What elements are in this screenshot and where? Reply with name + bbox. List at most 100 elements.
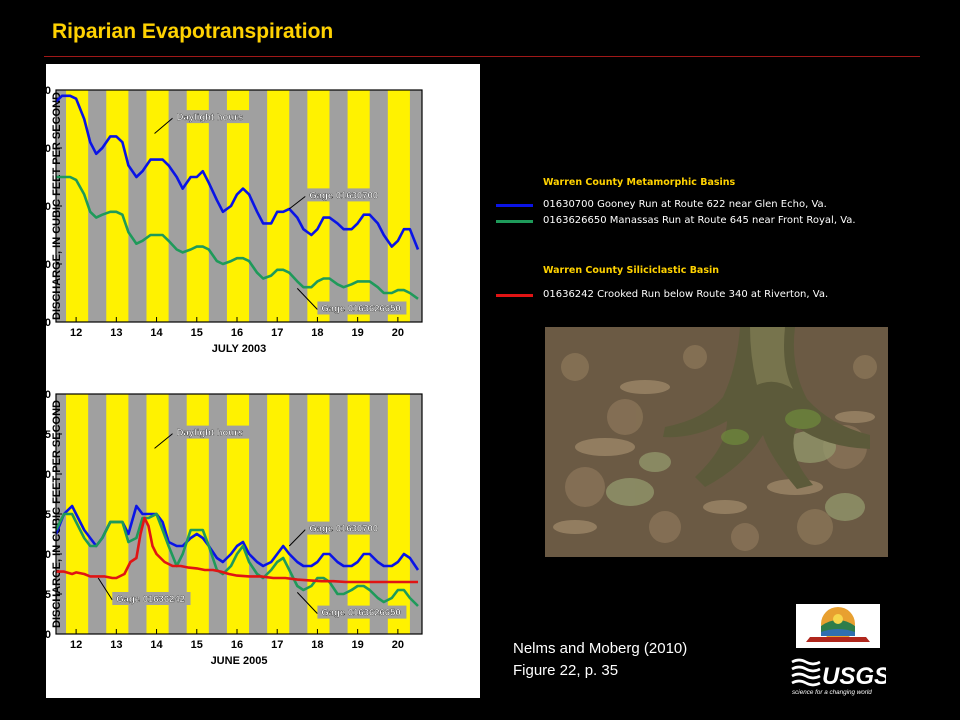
county-logo — [796, 604, 880, 648]
annotation-label: Gage 0163626650 — [321, 304, 400, 315]
daylight-band — [186, 394, 209, 634]
legend-group1-title: Warren County Metamorphic Basins — [543, 177, 736, 188]
annotation-leader — [97, 577, 113, 601]
series-line — [56, 175, 419, 300]
title-divider — [44, 56, 920, 57]
x-tick-label: 12 — [70, 327, 82, 339]
usgs-logo: USGS science for a changing world — [790, 656, 890, 696]
y-tick-label: 15 — [46, 509, 51, 521]
series-group — [56, 504, 420, 607]
annotation-label: Gage 0163626650 — [321, 608, 400, 619]
x-tick-label: 20 — [392, 639, 404, 651]
daylight-band — [387, 394, 410, 634]
annotation-box — [305, 188, 384, 202]
annotation-label: Gage 01630700 — [309, 190, 378, 201]
daylight-band — [347, 90, 370, 322]
daylight-band — [226, 90, 250, 322]
legend-label-gooney: 01630700 Gooney Run at Route 622 near Gl… — [543, 199, 827, 210]
y-tick-label: 25 — [46, 429, 51, 441]
citation: Nelms and Moberg (2010) Figure 22, p. 35 — [513, 638, 687, 682]
x-axis-label: JULY 2003 — [212, 343, 266, 355]
citation-figure: Figure 22, p. 35 — [513, 662, 619, 679]
usgs-wordmark: USGS — [822, 663, 886, 690]
daylight-band — [347, 394, 370, 634]
y-tick-label: 10 — [46, 549, 51, 561]
y-tick-label: 30 — [46, 389, 51, 401]
series-line — [56, 94, 420, 250]
daylight-band — [387, 90, 410, 322]
x-tick-label: 18 — [311, 639, 323, 651]
legend-swatch-blue — [496, 204, 533, 207]
x-tick-label: 15 — [191, 639, 203, 651]
legend-group2-title: Warren County Siliciclastic Basin — [543, 265, 720, 276]
daylight-band — [66, 90, 89, 322]
x-tick-label: 16 — [231, 639, 243, 651]
x-tick-label: 20 — [392, 327, 404, 339]
legend-swatch-green — [496, 220, 533, 223]
x-tick-label: 16 — [231, 327, 243, 339]
x-tick-label: 13 — [110, 327, 122, 339]
annotation-box — [305, 521, 384, 535]
y-tick-label: 40 — [46, 85, 51, 97]
daylight-band — [267, 90, 290, 322]
annotation-leader — [154, 117, 173, 134]
plot-frame — [55, 393, 423, 635]
x-tick-label: 17 — [271, 327, 283, 339]
legend-label-crooked: 01636242 Crooked Run below Route 340 at … — [543, 289, 829, 300]
y-tick-label: 0 — [46, 629, 51, 641]
series-line — [56, 512, 419, 607]
annotation-box — [172, 110, 257, 124]
daylight-band — [267, 394, 290, 634]
y-tick-label: 30 — [46, 143, 51, 155]
x-tick-label: 19 — [352, 327, 364, 339]
annotation-box — [317, 605, 407, 619]
y-axis-label: DISCHARGE, IN CUBIC FEET PER SECOND — [51, 400, 63, 628]
x-axis-label: JUNE 2005 — [211, 655, 268, 667]
usgs-logo-image: USGS science for a changing world — [791, 658, 890, 696]
y-tick-label: 5 — [46, 589, 51, 601]
annotation-box — [172, 425, 257, 439]
slide-title: Riparian Evapotranspiration — [52, 20, 334, 43]
legend-item-crooked: 01636242 Crooked Run below Route 340 at … — [496, 289, 896, 303]
daylight-band — [428, 90, 450, 322]
y-tick-label: 20 — [46, 469, 51, 481]
annotation-box — [317, 301, 407, 315]
chart-june-2005: 0 5 10 15 20 25 30 12 13 14 15 16 17 18 19 20 JUNE 2005 D… — [46, 378, 480, 698]
chart-june-2005-svg: 0 5 10 15 20 25 30 12 13 14 15 16 17 18 19 20 JUNE 2005 D… — [46, 389, 450, 667]
chart-july-2003: 0 10 20 30 40 12 13 14 15 16 17 18 19 20 JULY 2003 DISC… — [46, 64, 480, 390]
daylight-band — [186, 90, 209, 322]
tree-roots-image — [545, 327, 888, 557]
daylight-band — [146, 90, 169, 322]
x-tick-label: 14 — [150, 327, 163, 339]
x-tick-label: 17 — [271, 639, 283, 651]
daylight-band — [307, 90, 330, 322]
annotation-leader — [296, 288, 318, 310]
riparian-photo — [545, 327, 888, 557]
county-logo-image — [806, 607, 870, 642]
annotation-label: Daylight hours — [177, 428, 244, 439]
series-line — [56, 516, 418, 584]
y-tick-label: 20 — [46, 201, 51, 213]
citation-authors: Nelms and Moberg (2010) — [513, 640, 688, 657]
annotation-box — [112, 592, 191, 605]
x-tick-label: 12 — [70, 639, 82, 651]
annotation-leader — [154, 433, 173, 449]
legend-item-manassas: 0163626650 Manassas Run at Route 645 nea… — [496, 215, 896, 229]
legend-swatch-red — [496, 294, 533, 297]
chart-july-2003-svg: 0 10 20 30 40 12 13 14 15 16 17 18 19 20 JULY 2003 DISC… — [46, 85, 450, 355]
annotation-label: Daylight hours — [177, 112, 244, 123]
daylight-band — [428, 394, 450, 634]
annotation-label: Gage 01630700 — [309, 524, 378, 535]
usgs-tagline: science for a changing world — [792, 689, 872, 696]
series-group — [56, 94, 420, 300]
legend-item-gooney: 01630700 Gooney Run at Route 622 near Gl… — [496, 199, 896, 213]
x-tick-label: 18 — [311, 327, 323, 339]
plot-frame — [55, 89, 423, 323]
x-tick-label: 19 — [352, 639, 364, 651]
daylight-bands — [66, 90, 450, 322]
annotation-leader — [288, 529, 306, 547]
y-tick-label: 10 — [46, 259, 51, 271]
x-tick-label: 13 — [110, 639, 122, 651]
x-tick-label: 15 — [191, 327, 203, 339]
annotation-leader — [288, 196, 306, 210]
